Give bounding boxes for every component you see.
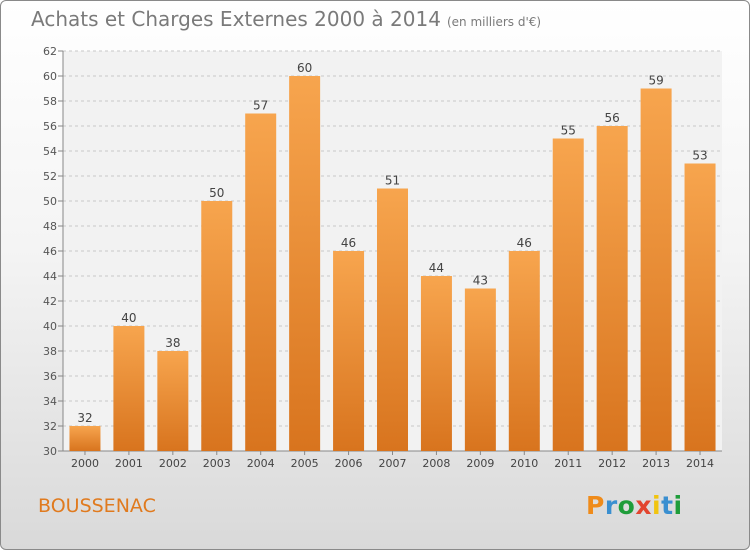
x-tick-label: 2001 bbox=[115, 457, 143, 470]
data-label: 38 bbox=[165, 336, 180, 350]
data-label: 32 bbox=[77, 411, 92, 425]
logo-letter: i bbox=[673, 491, 683, 520]
y-tick-label: 44 bbox=[43, 270, 57, 283]
y-tick-label: 54 bbox=[43, 145, 57, 158]
bar bbox=[157, 351, 189, 451]
data-label: 55 bbox=[561, 124, 576, 138]
bar bbox=[69, 426, 101, 451]
y-tick-label: 60 bbox=[43, 70, 57, 83]
y-tick-label: 50 bbox=[43, 195, 57, 208]
bar bbox=[113, 326, 145, 451]
bar bbox=[377, 188, 408, 451]
data-label: 50 bbox=[209, 186, 224, 200]
x-tick-label: 2006 bbox=[335, 457, 363, 470]
data-label: 43 bbox=[473, 274, 488, 288]
bar bbox=[684, 163, 716, 451]
bar bbox=[333, 251, 365, 451]
y-tick-label: 40 bbox=[43, 320, 57, 333]
x-tick-label: 2014 bbox=[686, 457, 714, 470]
y-tick-label: 62 bbox=[43, 45, 57, 58]
x-tick-label: 2012 bbox=[598, 457, 626, 470]
x-tick-label: 2003 bbox=[203, 457, 231, 470]
x-tick-label: 2004 bbox=[247, 457, 275, 470]
bar bbox=[552, 138, 584, 451]
data-label: 46 bbox=[341, 236, 356, 250]
bar bbox=[245, 113, 277, 451]
x-tick-label: 2000 bbox=[71, 457, 99, 470]
y-tick-label: 38 bbox=[43, 345, 57, 358]
bar bbox=[464, 288, 496, 451]
data-label: 59 bbox=[648, 74, 663, 88]
data-label: 46 bbox=[517, 236, 532, 250]
bar bbox=[201, 201, 233, 451]
data-label: 51 bbox=[385, 174, 400, 188]
place-name: BOUSSENAC bbox=[38, 495, 156, 517]
y-tick-label: 30 bbox=[43, 445, 57, 458]
proxiti-logo: Proxiti bbox=[586, 491, 683, 520]
logo-letter: P bbox=[586, 491, 605, 520]
chart-title: Achats et Charges Externes 2000 à 2014 (e… bbox=[31, 7, 541, 31]
x-tick-label: 2005 bbox=[291, 457, 319, 470]
data-label: 56 bbox=[605, 111, 620, 125]
y-tick-label: 42 bbox=[43, 295, 57, 308]
bar bbox=[289, 76, 321, 451]
y-tick-label: 46 bbox=[43, 245, 57, 258]
data-label: 57 bbox=[253, 99, 268, 113]
data-label: 60 bbox=[297, 61, 312, 75]
y-tick-label: 36 bbox=[43, 370, 57, 383]
logo-letter: x bbox=[635, 491, 652, 520]
x-tick-label: 2013 bbox=[642, 457, 670, 470]
logo-letter: r bbox=[604, 491, 618, 520]
x-tick-label: 2010 bbox=[510, 457, 538, 470]
x-tick-label: 2002 bbox=[159, 457, 187, 470]
y-tick-label: 34 bbox=[43, 395, 57, 408]
x-tick-label: 2007 bbox=[379, 457, 407, 470]
y-tick-label: 52 bbox=[43, 170, 57, 183]
logo-letter: t bbox=[661, 491, 674, 520]
bar bbox=[508, 251, 540, 451]
logo-letter: o bbox=[617, 491, 636, 520]
x-tick-label: 2008 bbox=[422, 457, 450, 470]
y-tick-label: 58 bbox=[43, 95, 57, 108]
data-label: 40 bbox=[121, 311, 136, 325]
bar bbox=[420, 276, 452, 451]
bar bbox=[640, 88, 672, 451]
chart-title-text: Achats et Charges Externes 2000 à 2014 bbox=[31, 7, 441, 31]
x-tick-label: 2011 bbox=[554, 457, 582, 470]
data-label: 44 bbox=[429, 261, 444, 275]
data-label: 53 bbox=[692, 149, 707, 163]
bar bbox=[596, 126, 628, 451]
y-tick-label: 32 bbox=[43, 420, 57, 433]
logo-letter: i bbox=[652, 491, 662, 520]
y-tick-label: 48 bbox=[43, 220, 57, 233]
x-tick-label: 2009 bbox=[466, 457, 494, 470]
y-tick-label: 56 bbox=[43, 120, 57, 133]
chart-subtitle: (en milliers d'€) bbox=[446, 15, 542, 29]
